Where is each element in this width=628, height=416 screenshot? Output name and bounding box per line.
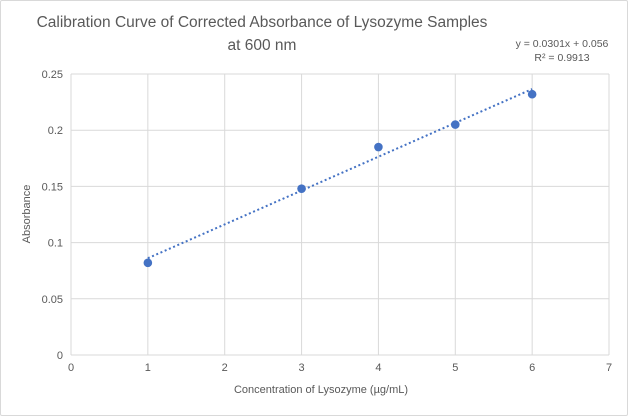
trendline-equation: y = 0.0301x + 0.056	[515, 38, 609, 50]
data-point	[450, 120, 460, 129]
x-tick-label: 0	[68, 362, 74, 374]
y-tick-label: 0.1	[48, 238, 63, 250]
x-tick-label: 1	[145, 362, 151, 374]
y-tick-label: 0	[57, 350, 63, 362]
data-point	[374, 142, 383, 152]
chart-title: Calibration Curve of Corrected Absorbanc…	[1, 11, 523, 57]
trendline	[147, 88, 533, 260]
y-axis-title: Absorbance	[21, 184, 33, 244]
trendline-label: y = 0.0301x + 0.056 R² = 0.9913	[501, 38, 623, 65]
x-tick-label: 2	[222, 362, 228, 374]
x-tick-label: 6	[529, 362, 535, 374]
chart-title-line-1: Calibration Curve of Corrected Absorbanc…	[36, 14, 488, 31]
data-point	[527, 89, 537, 99]
x-tick-label: 4	[375, 362, 381, 374]
chart-title-line-2: at 600 nm	[227, 37, 297, 54]
data-point	[143, 258, 153, 268]
y-tick-label: 0.25	[42, 69, 63, 81]
data-point	[297, 184, 306, 193]
y-tick-label: 0.05	[42, 294, 63, 306]
x-tick-label: 7	[606, 362, 612, 374]
y-tick-label: 0.15	[42, 181, 63, 193]
x-axis-title: Concentration of Lysozyme (µg/mL)	[233, 384, 409, 396]
y-tick-label: 0.2	[48, 125, 63, 137]
x-tick-label: 5	[452, 362, 458, 374]
trendline-r-squared: R² = 0.9913	[534, 51, 590, 64]
x-tick-label: 3	[299, 362, 305, 374]
